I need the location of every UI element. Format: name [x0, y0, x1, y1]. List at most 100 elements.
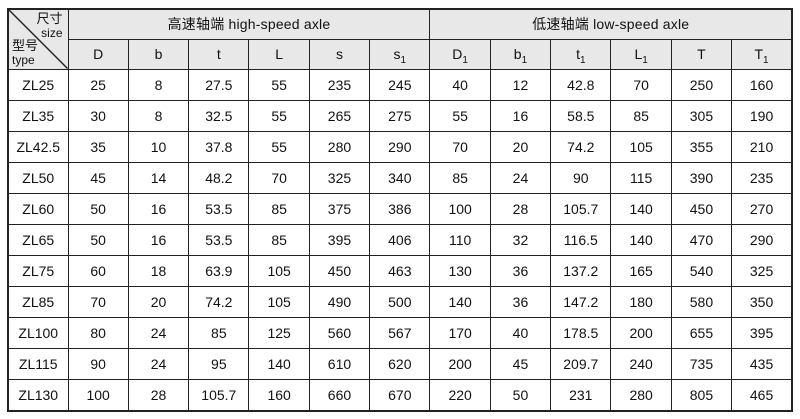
- value-cell: 395: [308, 223, 371, 256]
- value-cell: 28: [127, 378, 190, 412]
- group-header-row: 尺寸 size 型号 type 高速轴端 high-speed axle 低速轴…: [7, 8, 793, 70]
- value-cell: 463: [369, 254, 431, 287]
- value-cell: 24: [489, 161, 552, 194]
- value-cell: 90: [67, 347, 129, 380]
- model-cell: ZL60: [7, 192, 69, 225]
- model-cell: ZL35: [7, 99, 69, 132]
- value-cell: 50: [489, 378, 552, 412]
- model-cell: ZL85: [7, 285, 69, 318]
- value-cell: 160: [248, 378, 310, 412]
- model-cell: ZL50: [7, 161, 69, 194]
- table-row-ZL50: ZL50 45 14 48.2 70 325 340 85 24 90 115 390 235: [7, 161, 793, 194]
- value-cell: 567: [369, 316, 431, 349]
- value-cell: 250: [670, 68, 733, 101]
- value-cell: 36: [489, 254, 552, 287]
- value-cell: 70: [248, 161, 310, 194]
- value-cell: 375: [308, 192, 371, 225]
- value-cell: 55: [248, 68, 310, 101]
- value-cell: 74.2: [550, 130, 612, 163]
- value-cell: 200: [610, 316, 672, 349]
- value-cell: 210: [731, 130, 793, 163]
- value-cell: 85: [610, 99, 672, 132]
- value-cell: 105: [248, 285, 310, 318]
- value-cell: 12: [489, 68, 552, 101]
- column-header-L: L: [248, 38, 310, 70]
- corner-header-cell: 尺寸 size 型号 type: [7, 8, 69, 70]
- value-cell: 220: [429, 378, 491, 412]
- value-cell: 235: [731, 161, 793, 194]
- value-cell: 90: [550, 161, 612, 194]
- value-cell: 24: [127, 316, 190, 349]
- value-cell: 105.7: [188, 378, 250, 412]
- value-cell: 170: [429, 316, 491, 349]
- value-cell: 30: [67, 99, 129, 132]
- value-cell: 450: [670, 192, 733, 225]
- value-cell: 50: [67, 192, 129, 225]
- value-cell: 395: [731, 316, 793, 349]
- value-cell: 32: [489, 223, 552, 256]
- corner-size-en: size: [41, 26, 63, 40]
- model-cell: ZL25: [7, 68, 69, 101]
- model-cell: ZL75: [7, 254, 69, 287]
- value-cell: 28: [489, 192, 552, 225]
- value-cell: 14: [127, 161, 190, 194]
- value-cell: 490: [308, 285, 371, 318]
- value-cell: 40: [489, 316, 552, 349]
- table-row-ZL130: ZL130 100 28 105.7 160 660 670 220 50 231 280 805 46…: [7, 378, 793, 412]
- value-cell: 110: [429, 223, 491, 256]
- value-cell: 63.9: [188, 254, 250, 287]
- diagonal-divider-line: [9, 10, 68, 69]
- value-cell: 115: [610, 161, 672, 194]
- value-cell: 40: [429, 68, 491, 101]
- column-header-b1: b1: [489, 38, 552, 70]
- value-cell: 435: [731, 347, 793, 380]
- value-cell: 355: [670, 130, 733, 163]
- table-row-ZL85: ZL85 70 20 74.2 105 490 500 140 36 147.2 180 580 350: [7, 285, 793, 318]
- value-cell: 85: [248, 192, 310, 225]
- table-body: ZL25 25 8 27.5 55 235 245 40 12 42.8 70 250 160 ZL35 3…: [7, 68, 793, 412]
- column-header-t: t: [188, 38, 250, 70]
- value-cell: 610: [308, 347, 371, 380]
- table-row-ZL75: ZL75 60 18 63.9 105 450 463 130 36 137.2 165 540 325: [7, 254, 793, 287]
- value-cell: 8: [127, 68, 190, 101]
- corner-type-en: type: [12, 52, 35, 67]
- value-cell: 390: [670, 161, 733, 194]
- value-cell: 105: [610, 130, 672, 163]
- value-cell: 10: [127, 130, 190, 163]
- value-cell: 500: [369, 285, 431, 318]
- value-cell: 37.8: [188, 130, 250, 163]
- value-cell: 74.2: [188, 285, 250, 318]
- value-cell: 95: [188, 347, 250, 380]
- value-cell: 130: [429, 254, 491, 287]
- column-header-b: b: [127, 38, 190, 70]
- corner-size-label: 尺寸 size: [36, 11, 63, 41]
- value-cell: 340: [369, 161, 431, 194]
- value-cell: 53.5: [188, 192, 250, 225]
- value-cell: 55: [248, 99, 310, 132]
- value-cell: 27.5: [188, 68, 250, 101]
- value-cell: 235: [308, 68, 371, 101]
- value-cell: 45: [489, 347, 552, 380]
- value-cell: 116.5: [550, 223, 612, 256]
- model-cell: ZL65: [7, 223, 69, 256]
- model-cell: ZL100: [7, 316, 69, 349]
- value-cell: 35: [67, 130, 129, 163]
- value-cell: 200: [429, 347, 491, 380]
- value-cell: 240: [610, 347, 672, 380]
- value-cell: 16: [127, 223, 190, 256]
- table-row-ZL42.5: ZL42.5 35 10 37.8 55 280 290 70 20 74.2 105 355 210: [7, 130, 793, 163]
- value-cell: 100: [67, 378, 129, 412]
- value-cell: 735: [670, 347, 733, 380]
- value-cell: 265: [308, 99, 371, 132]
- column-header-t1: t1: [550, 38, 612, 70]
- value-cell: 18: [127, 254, 190, 287]
- model-cell: ZL42.5: [7, 130, 69, 163]
- value-cell: 55: [248, 130, 310, 163]
- value-cell: 540: [670, 254, 733, 287]
- value-cell: 670: [369, 378, 431, 412]
- value-cell: 140: [610, 223, 672, 256]
- corner-size-cn: 尺寸: [36, 11, 63, 26]
- value-cell: 178.5: [550, 316, 612, 349]
- value-cell: 140: [429, 285, 491, 318]
- value-cell: 325: [731, 254, 793, 287]
